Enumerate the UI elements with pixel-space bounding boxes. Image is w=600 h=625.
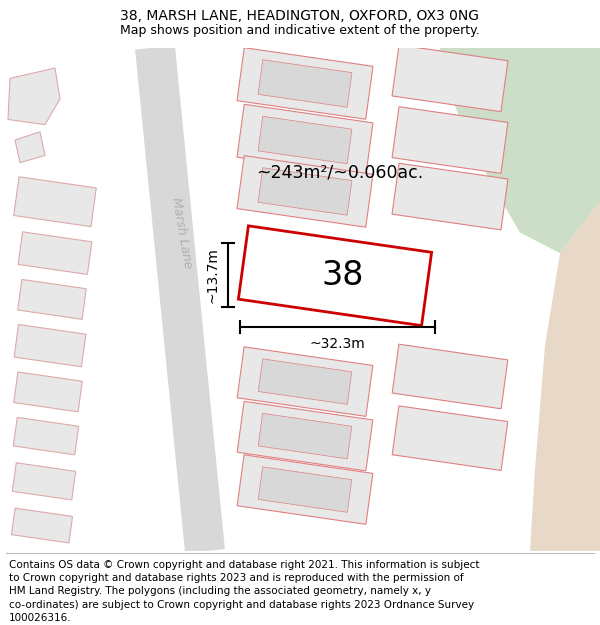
Text: ~13.7m: ~13.7m xyxy=(206,247,220,302)
Polygon shape xyxy=(258,359,352,404)
Polygon shape xyxy=(11,508,73,543)
Text: Map shows position and indicative extent of the property.: Map shows position and indicative extent… xyxy=(120,24,480,37)
Polygon shape xyxy=(237,455,373,524)
Polygon shape xyxy=(392,406,508,471)
Text: 38: 38 xyxy=(322,259,364,292)
Polygon shape xyxy=(15,132,45,162)
Polygon shape xyxy=(237,48,373,119)
Polygon shape xyxy=(237,156,373,228)
Text: ~32.3m: ~32.3m xyxy=(310,338,365,351)
Polygon shape xyxy=(392,107,508,173)
Polygon shape xyxy=(392,163,508,230)
Text: ~243m²/~0.060ac.: ~243m²/~0.060ac. xyxy=(256,164,424,182)
Polygon shape xyxy=(258,116,352,164)
Text: Contains OS data © Crown copyright and database right 2021. This information is : Contains OS data © Crown copyright and d… xyxy=(9,560,479,623)
Polygon shape xyxy=(0,48,600,551)
Polygon shape xyxy=(13,418,79,455)
Polygon shape xyxy=(392,344,508,409)
Polygon shape xyxy=(18,279,86,319)
Polygon shape xyxy=(440,48,600,253)
Text: Marsh Lane: Marsh Lane xyxy=(169,196,194,269)
Polygon shape xyxy=(258,467,352,512)
Polygon shape xyxy=(237,347,373,416)
Polygon shape xyxy=(258,413,352,459)
Polygon shape xyxy=(258,60,352,108)
Polygon shape xyxy=(237,104,373,176)
Polygon shape xyxy=(238,226,431,326)
Polygon shape xyxy=(237,401,373,471)
Polygon shape xyxy=(14,372,82,412)
Polygon shape xyxy=(392,45,508,112)
Polygon shape xyxy=(18,232,92,274)
Polygon shape xyxy=(13,462,76,500)
Polygon shape xyxy=(135,46,225,553)
Polygon shape xyxy=(14,324,86,367)
Polygon shape xyxy=(530,202,600,551)
Polygon shape xyxy=(8,68,60,124)
Polygon shape xyxy=(258,168,352,215)
Text: 38, MARSH LANE, HEADINGTON, OXFORD, OX3 0NG: 38, MARSH LANE, HEADINGTON, OXFORD, OX3 … xyxy=(121,9,479,24)
Polygon shape xyxy=(14,177,96,227)
